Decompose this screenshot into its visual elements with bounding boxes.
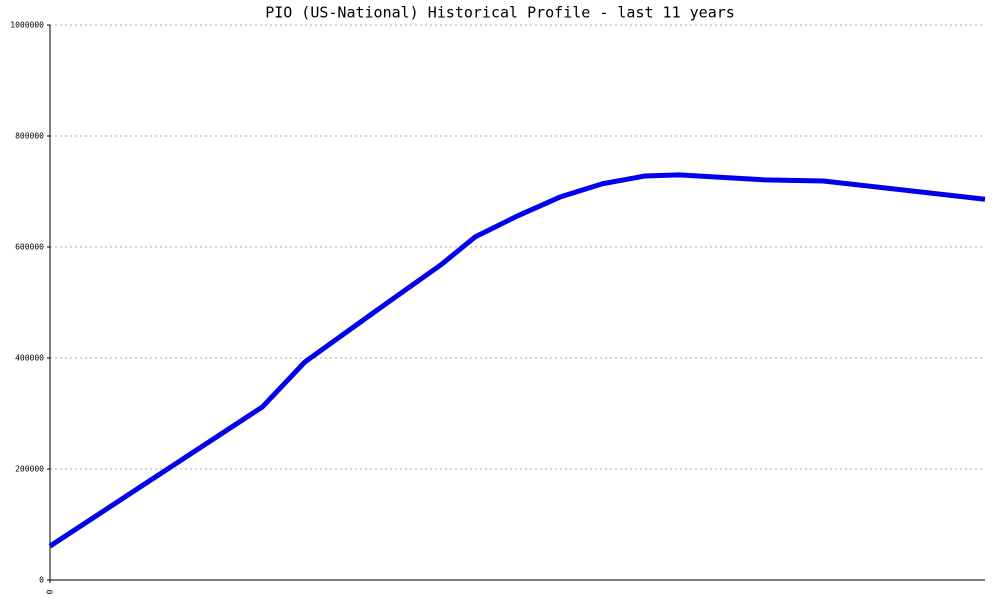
y-tick-label: 1000000	[10, 21, 44, 30]
data-line	[48, 172, 986, 549]
y-tick-label: 200000	[15, 465, 44, 474]
y-tick-label: 0	[39, 576, 44, 585]
y-tick-label: 600000	[15, 243, 44, 252]
chart-title: PIO (US-National) Historical Profile - l…	[265, 4, 735, 22]
y-tick-label: 400000	[15, 354, 44, 363]
x-tick-label: 0	[46, 589, 55, 594]
y-tick-label: 800000	[15, 132, 44, 141]
